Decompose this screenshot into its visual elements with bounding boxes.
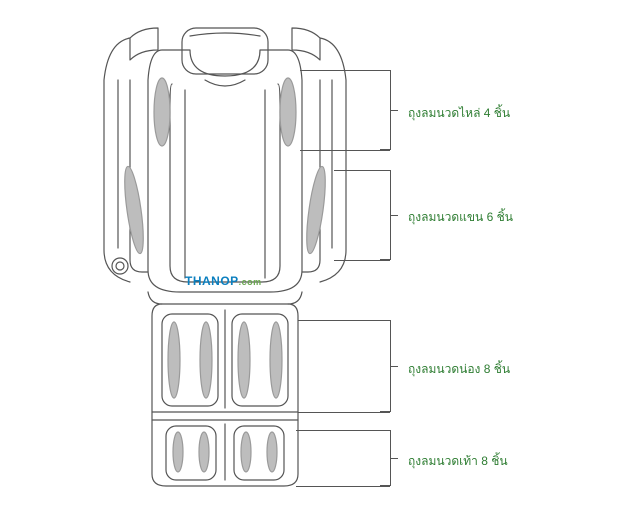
chair-svg <box>90 20 360 490</box>
bracket-foot <box>390 430 391 486</box>
label-group: ถุงลมนวดไหล่ 4 ชิ้น ถุงลมนวดแขน 6 ชิ้น ถ… <box>380 20 630 490</box>
lead-foot-top <box>296 430 390 431</box>
massage-chair-drawing <box>90 20 360 490</box>
diagram-stage: THANOP.com ถุงลมนวดไหล่ 4 ชิ้น ถุงลมนวดแ… <box>0 0 640 512</box>
lead-shoulder-top <box>300 70 390 71</box>
bracket-shoulder <box>390 70 391 150</box>
lead-arm-bot <box>334 260 390 261</box>
lead-arm-top <box>334 170 390 171</box>
bracket-arm <box>390 170 391 260</box>
bracket-calf <box>390 320 391 412</box>
logo-text-main: THANOP <box>185 274 239 288</box>
label-calf: ถุงลมนวดน่อง 8 ชิ้น <box>408 360 510 379</box>
label-shoulder: ถุงลมนวดไหล่ 4 ชิ้น <box>408 104 510 123</box>
label-foot: ถุงลมนวดเท้า 8 ชิ้น <box>408 452 508 471</box>
lead-calf-bot <box>298 412 390 413</box>
lead-calf-top <box>298 320 390 321</box>
lead-shoulder-bot <box>300 150 390 151</box>
label-arm: ถุงลมนวดแขน 6 ชิ้น <box>408 208 513 227</box>
brand-logo: THANOP.com <box>185 274 262 288</box>
lead-foot-bot <box>296 486 390 487</box>
logo-text-suffix: .com <box>239 277 262 287</box>
